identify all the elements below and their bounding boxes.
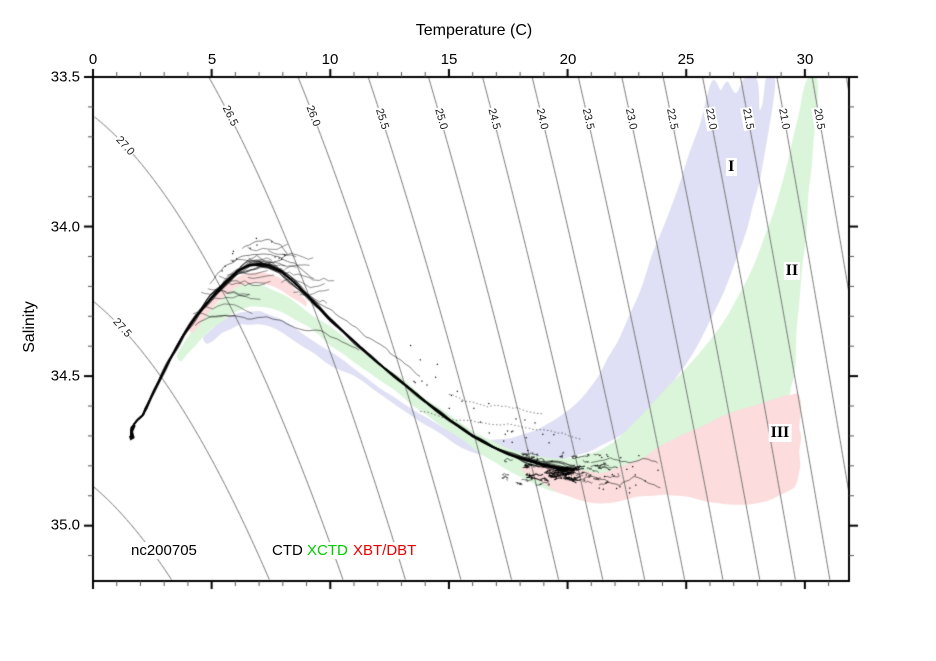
legend-xctd: XCTD	[306, 542, 349, 559]
region-label-I: I	[726, 157, 737, 176]
region-label-II: II	[783, 262, 801, 281]
legend-xbt-dbt: XBT/DBT	[352, 542, 418, 559]
y-axis-title: Salinity	[21, 301, 38, 353]
x-tick-label-25: 25	[677, 51, 695, 68]
legend-ctd: CTD	[271, 542, 304, 559]
x-axis-title: Temperature (C)	[415, 22, 533, 39]
x-tick-label-10: 10	[321, 51, 339, 68]
x-tick-label-30: 30	[796, 51, 814, 68]
region-label-III: III	[768, 423, 792, 442]
y-tick-label-34-5: 34.5	[50, 367, 80, 385]
y-tick-label-34-0: 34.0	[50, 218, 80, 236]
y-tick-label-35-0: 35.0	[50, 516, 80, 534]
station-id-label: nc200705	[130, 542, 198, 559]
y-tick-label-33-5: 33.5	[50, 68, 80, 86]
x-tick-label-20: 20	[559, 51, 577, 68]
x-tick-label-0: 0	[88, 51, 98, 68]
x-tick-label-5: 5	[207, 51, 217, 68]
x-tick-label-15: 15	[440, 51, 458, 68]
